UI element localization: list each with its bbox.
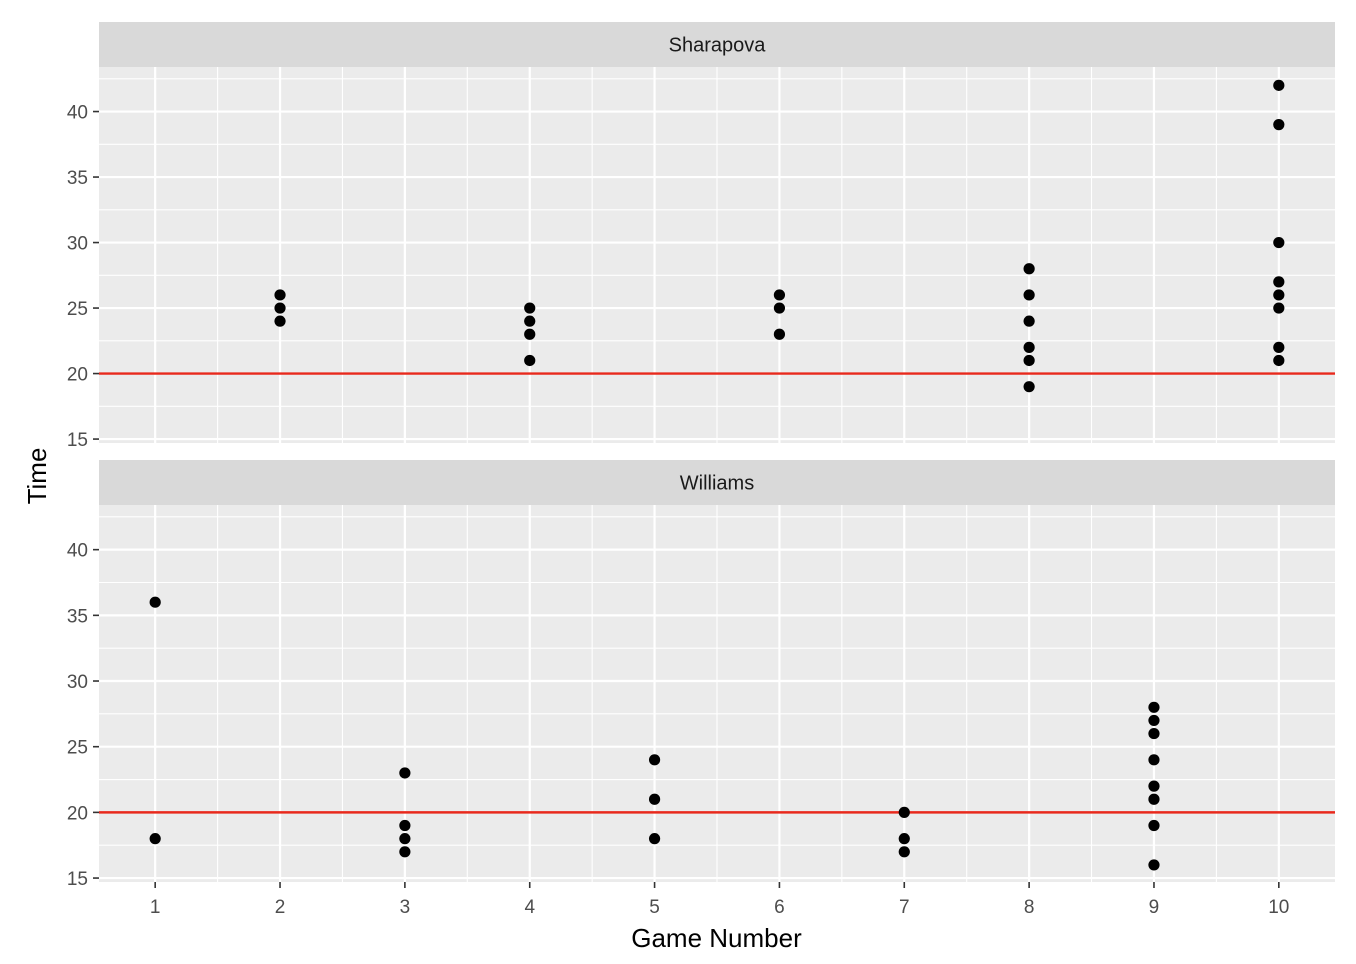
data-point (1273, 289, 1285, 301)
panel-strip-label: Sharapova (669, 35, 767, 57)
data-point (1273, 341, 1285, 353)
x-tick-label: 3 (400, 897, 411, 918)
data-point (524, 315, 536, 327)
data-point (773, 289, 786, 301)
data-point (524, 354, 536, 367)
x-axis-title: Game Number (631, 923, 802, 953)
y-tick-label: 15 (67, 869, 88, 890)
y-tick-label: 40 (67, 541, 88, 562)
data-point (1023, 354, 1035, 367)
x-tick-label: 9 (1149, 897, 1160, 918)
data-point (648, 754, 661, 766)
data-point (1148, 819, 1160, 832)
data-point (898, 806, 910, 818)
data-point (773, 302, 786, 314)
y-tick-label: 20 (67, 365, 88, 386)
y-tick-label: 35 (67, 168, 88, 189)
data-point (524, 302, 536, 314)
data-point (1148, 859, 1160, 871)
data-point (399, 767, 411, 779)
panel-strip (99, 460, 1335, 505)
data-point (898, 846, 910, 858)
data-point (1273, 119, 1285, 131)
data-point (1273, 79, 1285, 91)
panel-strip-label: Williams (680, 473, 754, 495)
y-tick-label: 25 (67, 738, 88, 759)
data-point (1148, 714, 1160, 727)
data-point (149, 596, 161, 608)
panel-williams: Williams 15 20 25 30 35 40 1 2 3 4 5 6 7 8 9 10 (67, 460, 1335, 918)
x-tick-label: 7 (899, 897, 910, 918)
data-point (648, 833, 661, 845)
y-tick-label: 30 (67, 672, 88, 693)
data-point (399, 846, 411, 858)
y-tick-label: 25 (67, 299, 88, 320)
data-point (1023, 341, 1035, 353)
y-tick-label: 15 (67, 430, 88, 451)
data-point (274, 289, 286, 301)
data-point (1273, 236, 1285, 249)
data-point (648, 793, 661, 805)
data-point (399, 819, 411, 832)
data-point (1148, 754, 1160, 766)
x-tick-label: 2 (275, 897, 286, 918)
x-tick-label: 1 (150, 897, 161, 918)
data-point (149, 833, 161, 845)
data-point (274, 302, 286, 314)
y-axis-title: Time (22, 448, 52, 505)
data-point (1273, 276, 1285, 288)
data-point (1148, 701, 1160, 713)
y-tick-label: 20 (67, 803, 88, 824)
data-point (524, 328, 536, 340)
x-tick-label: 5 (649, 897, 660, 918)
data-point (1148, 780, 1160, 792)
y-tick-label: 35 (67, 606, 88, 627)
x-tick-label: 8 (1024, 897, 1035, 918)
data-point (274, 315, 286, 327)
y-tick-label: 30 (67, 234, 88, 255)
panel-sharapova: Sharapova 15 20 25 30 35 40 (67, 22, 1335, 451)
data-point (1148, 727, 1160, 740)
panel-strip (99, 22, 1335, 67)
x-tick-label: 4 (524, 897, 535, 918)
data-point (898, 833, 910, 845)
x-tick-label: 6 (774, 897, 785, 918)
x-tick-label: 10 (1268, 897, 1289, 918)
data-point (1273, 302, 1285, 314)
data-point (399, 833, 411, 845)
data-point (1148, 793, 1160, 805)
y-tick-label: 40 (67, 103, 88, 124)
data-point (1023, 381, 1035, 393)
data-point (1023, 289, 1035, 301)
data-point (1273, 354, 1285, 367)
data-point (1023, 315, 1035, 327)
data-point (1023, 263, 1035, 275)
data-point (773, 328, 786, 340)
